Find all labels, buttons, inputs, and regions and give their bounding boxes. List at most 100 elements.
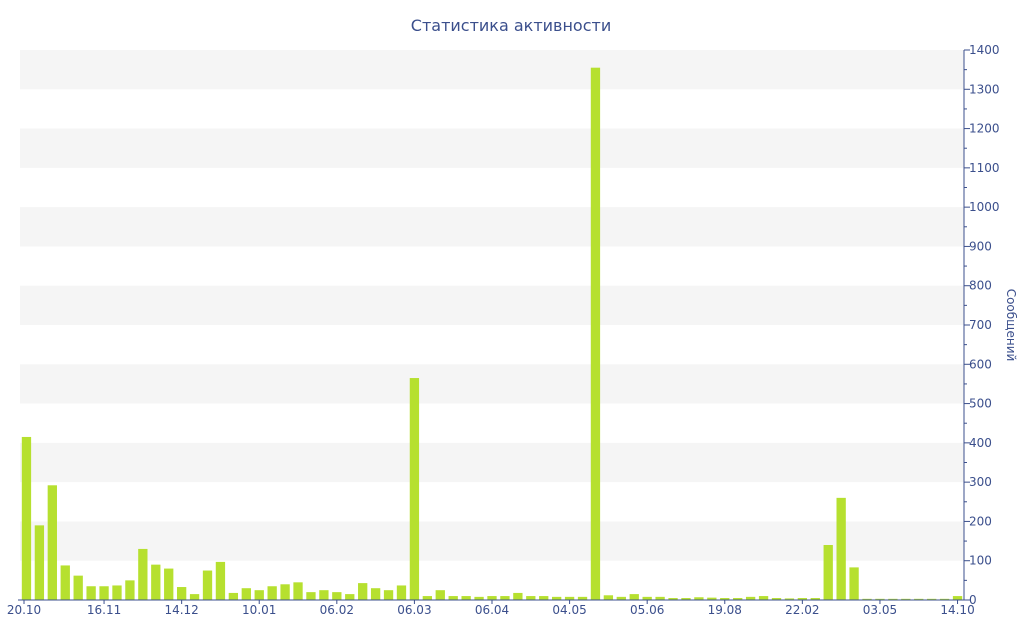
bar — [901, 598, 911, 600]
x-tick-label: 06.02 — [320, 603, 354, 617]
bar — [73, 575, 83, 600]
bar — [500, 596, 510, 600]
bar — [836, 497, 846, 600]
bar — [487, 596, 497, 600]
chart-title: Статистика активности — [411, 16, 611, 35]
bar — [164, 568, 174, 600]
bar — [797, 598, 808, 600]
bar — [306, 592, 316, 600]
x-tick-label: 19.08 — [708, 603, 742, 617]
bar — [228, 592, 239, 600]
y-tick-label: 800 — [969, 279, 992, 293]
grid-band — [20, 207, 964, 247]
x-tick-label: 06.03 — [397, 603, 431, 617]
bar — [603, 595, 614, 600]
bar — [526, 596, 536, 600]
y-axis: 0 100 200 300 400 500 600 700 800 900 1000 1100 1200… — [963, 43, 1000, 607]
x-tick-label: 03.05 — [863, 603, 897, 617]
y-tick-label: 1000 — [969, 200, 1000, 214]
bar — [758, 596, 769, 600]
bar — [189, 594, 200, 600]
bar — [862, 598, 872, 600]
y-tick-label: 900 — [969, 239, 992, 253]
grid-bands — [20, 50, 964, 561]
x-tick-label: 14.12 — [164, 603, 198, 617]
y-tick-label: 300 — [969, 475, 992, 489]
bar — [616, 596, 626, 600]
bar — [474, 596, 484, 600]
x-tick-label: 22.02 — [785, 603, 819, 617]
bar — [655, 596, 665, 600]
bar — [952, 596, 963, 600]
bar — [422, 596, 432, 600]
bar — [293, 582, 303, 600]
bar — [409, 378, 420, 600]
y-tick-label: 1200 — [969, 122, 1000, 136]
bar — [681, 598, 691, 600]
x-tick-label: 20.10 — [7, 603, 41, 617]
bar — [939, 598, 950, 600]
y-axis-title: Сообщений — [1004, 289, 1018, 362]
x-tick-label: 16.11 — [87, 603, 121, 617]
grid-band — [20, 50, 964, 90]
x-tick-label: 06.04 — [475, 603, 509, 617]
bar — [461, 596, 471, 600]
bar — [112, 585, 122, 600]
bar — [34, 525, 45, 600]
bar — [733, 598, 743, 600]
y-tick-label: 1300 — [969, 82, 1000, 96]
bar — [383, 590, 394, 600]
bar — [370, 588, 381, 600]
x-axis: 20.10 16.11 14.12 10.01 06.02 06.03 06.04 04.05… — [7, 599, 975, 617]
bar — [396, 585, 407, 600]
y-tick-label: 400 — [969, 436, 992, 450]
bar — [564, 596, 575, 600]
bar — [21, 436, 32, 600]
bar — [345, 594, 355, 600]
grid-band — [20, 285, 964, 325]
bar — [280, 584, 290, 600]
bar — [267, 586, 277, 600]
bar — [332, 592, 342, 600]
bar — [358, 583, 368, 600]
y-tick-label: 600 — [969, 357, 992, 371]
x-tick-label: 04.05 — [552, 603, 586, 617]
bar — [720, 598, 730, 600]
x-tick-label: 10.01 — [242, 603, 276, 617]
bar — [435, 590, 445, 600]
bar — [914, 598, 924, 600]
x-tick-label: 05.06 — [630, 603, 664, 617]
bar — [86, 586, 96, 600]
y-tick-label: 500 — [969, 397, 992, 411]
bar — [888, 598, 898, 600]
grid-band — [20, 364, 964, 404]
bar — [448, 596, 458, 600]
bar — [642, 596, 652, 600]
bar — [202, 570, 213, 600]
y-tick-label: 0 — [969, 593, 977, 607]
bar — [151, 564, 161, 600]
bar — [629, 594, 639, 600]
bar — [539, 596, 549, 600]
bar — [810, 598, 820, 600]
bar — [927, 598, 937, 600]
grid-band — [20, 128, 964, 168]
bar — [241, 588, 251, 600]
bar — [784, 598, 795, 600]
bar — [99, 586, 109, 600]
bar — [745, 596, 756, 600]
bar — [590, 67, 601, 601]
bar-series — [21, 67, 963, 601]
bar — [849, 567, 859, 600]
bar — [176, 587, 187, 600]
y-tick-label: 700 — [969, 318, 992, 332]
bar — [125, 580, 135, 600]
bar — [771, 598, 782, 600]
bar — [823, 545, 833, 600]
y-tick-label: 100 — [969, 554, 992, 568]
bar — [319, 590, 329, 600]
bar — [215, 561, 226, 600]
y-tick-label: 1400 — [969, 43, 1000, 57]
